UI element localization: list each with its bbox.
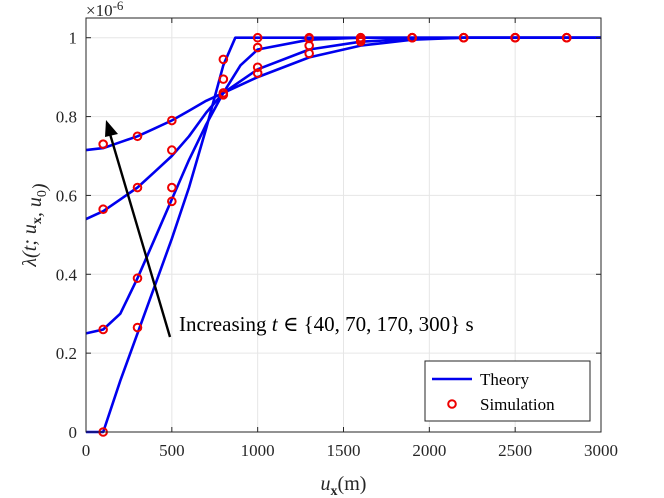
simulation-point [458,32,469,43]
theory-series [85,36,601,434]
y-axis-label-text: λ(t; [19,234,41,268]
simulation-point [218,54,229,65]
simulation-point [167,145,177,155]
simulation-point [561,32,572,43]
simulation-point [218,90,229,100]
x-tick-label: 3000 [584,441,618,460]
simulation-point [218,74,229,84]
annotation-text-part: Increasing [179,312,272,336]
x-tick-label: 0 [82,441,91,460]
simulation-point [98,204,108,215]
x-axis-label-subscript: x [331,484,338,498]
simulation-point [252,68,263,78]
y-tick-label: 0.2 [56,344,77,363]
x-axis-label: ux(m) [321,473,367,498]
simulation-point [407,32,417,43]
simulation-point [132,182,143,193]
x-tick-label: 2000 [412,441,446,460]
simulation-point [132,322,143,333]
theory-line-t300 [85,36,601,152]
annotation-text: Increasing t ∈ {40, 70, 170, 300} s [179,312,474,336]
simulation-point [304,48,314,59]
y-tick-label: 0 [69,423,78,442]
simulation-series [98,32,572,437]
x-tick-label: 1500 [327,441,361,460]
annotation: Increasing t ∈ {40, 70, 170, 300} s [105,120,474,338]
annotation-text-part: t [272,312,279,336]
x-tick-label: 500 [159,441,185,460]
simulation-point [167,115,177,126]
simulation-point [98,324,108,335]
simulation-point [252,32,263,43]
x-axis-label-unit: (m) [338,473,367,495]
y-tick-label: 0.6 [56,186,77,205]
simulation-point [167,182,177,193]
legend-simulation-swatch [447,399,457,409]
x-tick-label: 1000 [241,441,275,460]
y-exponent-power: -6 [113,0,124,13]
x-tick-label: 2500 [498,441,532,460]
y-tick-label: 0.8 [56,108,77,127]
simulation-point [252,42,263,53]
simulation-point [510,32,520,43]
arrow-head [105,120,118,137]
x-axis-label-symbol: u [321,473,331,495]
theory-line-t70 [85,36,601,335]
y-axis-label-subscript: 0 [35,190,50,197]
arrow-shaft [108,133,172,338]
simulation-point [252,62,263,73]
annotation-text-part: ∈ {40, 70, 170, 300} s [278,312,474,336]
y-tick-label: 0.4 [56,265,78,284]
theory-line-t170 [85,36,601,221]
y-axis-label-symbol: u [24,197,46,207]
y-axis-label-text: ) [29,183,51,191]
y-axis-label-subscript: x [30,217,45,224]
y-tick-label: 1 [69,29,78,48]
simulation-point [132,131,143,142]
legend-box [424,360,591,422]
legend-theory-label: Theory [480,370,530,389]
y-axis-label-symbol: u [19,224,41,234]
simulation-point [132,273,143,284]
legend-simulation-label: Simulation [480,395,555,414]
simulation-point [167,196,177,207]
simulation-point [98,139,108,149]
axes: 0 500 1000 1500 2000 2500 300000.20.40.60.81×1… [19,0,618,498]
legend: Theory Simulation [424,360,591,422]
simulation-point [355,36,366,47]
y-axis-label: λ(t; ux, u0) [19,183,51,268]
y-axis-label-text: , [24,207,46,217]
